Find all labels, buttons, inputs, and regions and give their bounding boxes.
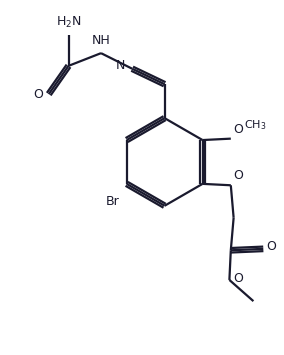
Text: O: O: [233, 272, 243, 285]
Text: Br: Br: [106, 195, 120, 208]
Text: CH$_3$: CH$_3$: [244, 118, 267, 132]
Text: NH: NH: [92, 34, 110, 47]
Text: O: O: [267, 240, 277, 253]
Text: O: O: [233, 123, 243, 136]
Text: O: O: [33, 88, 43, 100]
Text: N: N: [116, 59, 125, 72]
Text: H$_2$N: H$_2$N: [56, 15, 81, 30]
Text: O: O: [233, 169, 243, 182]
